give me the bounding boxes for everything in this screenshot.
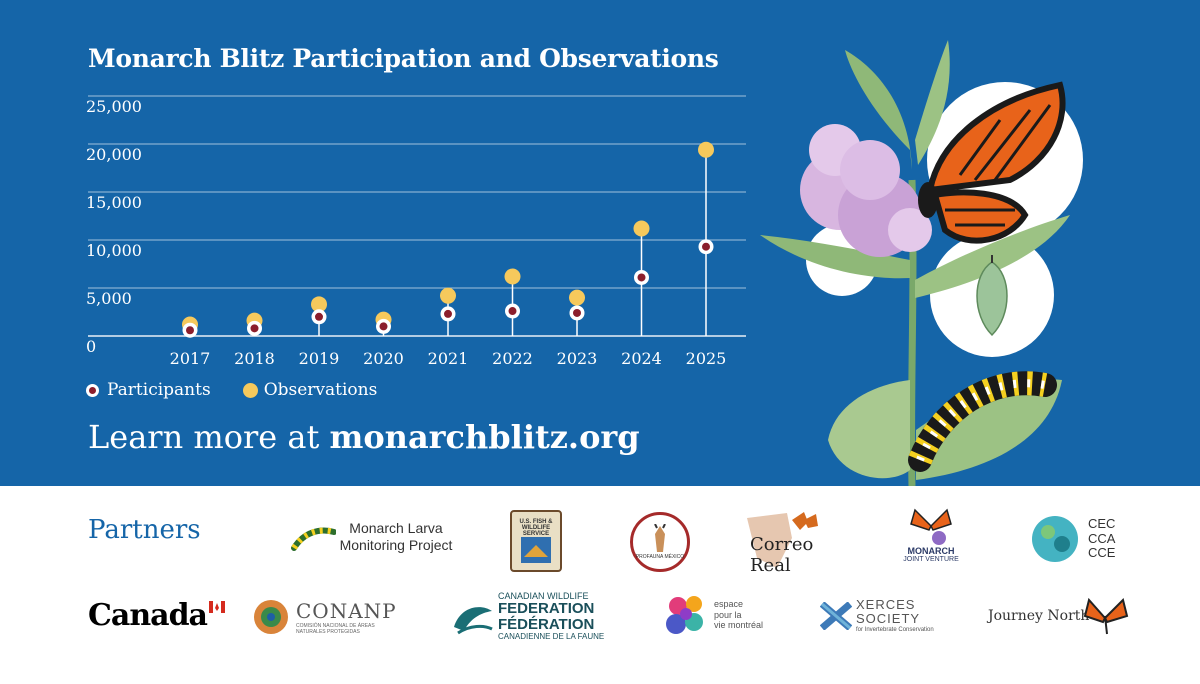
correo-real-text: Correo Real [750,534,814,576]
milkweed-leaf [915,40,950,165]
usfws-logo[interactable]: U.S. FISH & WILDLIFE SERVICE [510,510,562,572]
participants-point [444,309,452,318]
participants-point [379,322,388,331]
milkweed-flower-cluster [800,124,932,257]
monarch-illustration [760,40,1083,486]
canada-text: Canada [88,598,208,633]
x-tick-label: 2022 [492,349,533,368]
y-tick-label: 5,000 [86,289,132,308]
legend: Participants Observations [86,380,377,400]
espace-pour-la-vie-logo[interactable]: espace pour la vie montréal [664,592,763,638]
x-tick-label: 2020 [363,349,404,368]
xerces-text-3: for Invertebrate Conservation [856,626,934,633]
epv-text-1: espace [714,599,744,610]
observations-point [440,287,456,304]
observations-legend-label: Observations [263,380,378,400]
cec-text-3: CCE [1088,545,1116,561]
profauna-text: PROFAUNA MÉXICO [635,554,685,560]
y-tick-label: 20,000 [86,145,142,164]
journey-north-logo[interactable]: Journey North [988,594,1129,638]
xerces-logo[interactable]: XERCES SOCIETY for Invertebrate Conserva… [820,597,934,633]
mjv-text-2: JOINT VENTURE [903,556,959,563]
partners-heading: Partners [88,515,201,545]
correo-real-logo[interactable]: Correo Real [742,508,842,576]
x-tick-label: 2021 [428,349,469,368]
cwf-text-1: CANADIAN WILDLIFE [498,591,589,601]
y-tick-label: 15,000 [86,193,142,212]
chrysalis [976,255,1008,337]
x-tick-label: 2018 [234,349,275,368]
x-tick-label: 2023 [557,349,598,368]
xerces-text-1: XERCES [856,597,916,612]
observations-point [504,268,521,285]
participants-point [250,324,259,333]
cwf-logo[interactable]: CANADIAN WILDLIFE FEDERATION FÉDÉRATION … [450,591,605,641]
participants-point [315,312,323,321]
espace-pour-la-vie-icon [666,596,703,634]
participants-point [702,242,710,251]
usfws-text: U.S. FISH & WILDLIFE SERVICE [519,519,553,537]
caterpillar-icon [291,527,336,551]
participants-point [637,273,646,282]
cwf-text-3: FÉDÉRATION [498,616,595,634]
cec-text-2: CCA [1088,530,1116,546]
canada-logo[interactable]: Canada [88,598,225,633]
butterfly-icon [1084,597,1129,635]
x-tick-label: 2024 [621,349,662,368]
observations-point [698,141,714,158]
mlmp-text: Monarch Larva Monitoring Project [339,520,453,553]
cwf-text-4: CANADIENNE DE LA FAUNE [498,631,605,641]
correo-real-map-icon [747,512,818,568]
profauna-logo[interactable]: PROFAUNA MÉXICO [630,512,690,572]
mjv-text-1: MONARCH [907,546,955,556]
canada-flag-icon [208,600,225,613]
observations-point [633,220,650,237]
learn-more-prefix: Learn more at [88,418,330,456]
mlmp-logo[interactable]: Monarch Larva Monitoring Project [290,520,456,554]
monarch-joint-venture-logo[interactable]: MONARCH JOINT VENTURE [898,506,964,563]
chart-title: Monarch Blitz Participation and Observat… [88,44,719,73]
participants-legend-label: Participants [107,380,211,400]
milkweed-leaf [845,50,912,170]
observations-point [311,296,327,313]
conanp-logo[interactable]: CONANP COMISIÓN NACIONAL DE ÁREAS NATURA… [252,598,397,636]
cec-logo[interactable]: CEC CCA CCE [1030,514,1115,564]
y-tick-label: 0 [86,337,96,356]
journey-north-text: Journey North [988,608,1090,624]
cwf-text-2: FEDERATION [498,600,595,618]
butterfly-icon [910,508,952,545]
milkweed-leaf [916,379,1062,480]
milkweed-leaf [828,380,910,479]
chart: 25,000 20,000 15,000 10,000 5,000 0 2017 2018 20… [86,95,746,368]
epv-text-3: vie montréal [714,620,764,631]
x-tick-label: 2019 [299,349,340,368]
cec-globe-icon [1032,516,1078,562]
waterfowl-icon [521,537,551,563]
website-link[interactable]: monarchblitz.org [329,418,640,456]
monarch-butterfly [918,81,1066,244]
xerces-x-icon [820,601,852,630]
y-tick-label: 25,000 [86,97,142,116]
observations-legend-marker [242,382,258,398]
participants-point [508,307,517,316]
participants-point [186,326,194,335]
xerces-text-2: SOCIETY [856,611,921,627]
participants-point [573,308,581,317]
x-tick-label: 2025 [686,349,727,368]
conanp-text: CONANP [296,599,397,623]
milkweed-leaf [760,235,910,279]
participants-legend-marker [86,383,99,397]
y-tick-label: 10,000 [86,241,142,260]
epv-text-2: pour la [714,609,742,620]
partners-panel [0,486,1200,684]
cwf-bird-icon [454,606,493,634]
learn-more-text: Learn more at monarchblitz.org [88,418,640,456]
conanp-emblem-icon [254,600,288,634]
observations-point [569,289,585,306]
cec-text-1: CEC [1088,515,1116,531]
monarch-caterpillar [908,371,1057,472]
pronghorn-icon [654,524,666,552]
x-tick-label: 2017 [170,349,211,368]
conanp-subtext: COMISIÓN NACIONAL DE ÁREAS NATURALES PRO… [296,623,375,635]
